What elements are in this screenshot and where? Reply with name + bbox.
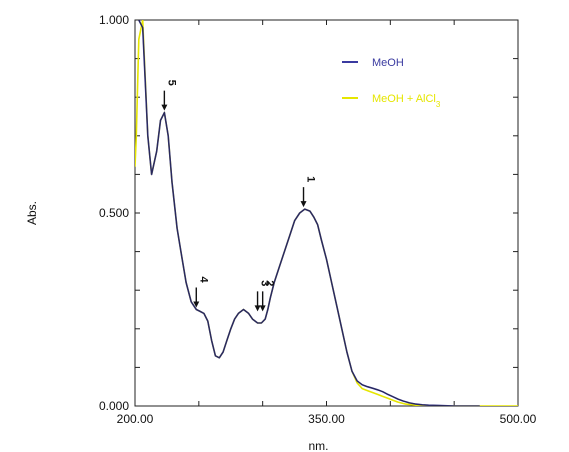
x-axis-title: nm. [308,439,328,452]
peak-label: 4 [197,276,209,283]
y-tick-label: 0.000 [99,399,129,413]
peak-label: 5 [165,80,177,86]
peak-label: 1 [305,176,317,182]
series-line-meoh [138,20,480,406]
y-tick-label: 0.500 [99,206,129,220]
peak-label: 3 [259,280,271,286]
peak-arrow-head [259,305,266,312]
x-tick-label: 200.00 [117,412,154,426]
x-tick-label: 350.00 [308,412,345,426]
y-axis-title: Abs. [25,201,39,225]
plot-frame [134,19,519,407]
peak-arrow-head [300,201,307,208]
x-tick-label: 500.00 [500,412,537,426]
peak-label: 2 [264,280,276,286]
legend-label: MeOH [372,57,404,69]
legend-label: MeOH + AlCl3 [372,93,441,109]
series-overlay [138,20,480,406]
peak-arrow-head [161,104,168,111]
y-tick-label: 1.000 [99,13,129,27]
series-line-meoh-alcl3 [135,20,518,406]
peak-arrow-head [254,305,261,312]
peak-arrow-head [193,301,200,308]
